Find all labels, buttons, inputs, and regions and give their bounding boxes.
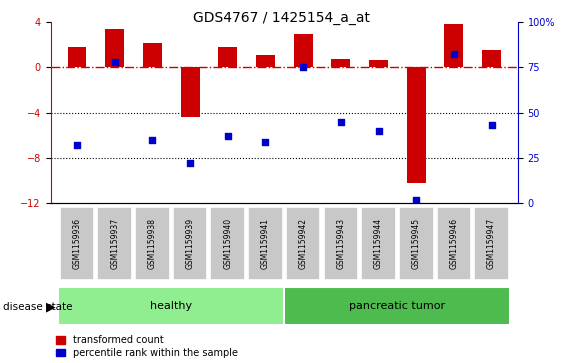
FancyBboxPatch shape [97,207,132,280]
FancyBboxPatch shape [58,287,284,325]
Bar [407,67,426,183]
Text: GSM1159946: GSM1159946 [449,218,458,269]
Point [261,139,270,144]
Point [374,128,383,134]
Point [224,133,233,139]
FancyBboxPatch shape [211,207,245,280]
Bar [218,47,237,67]
Text: GSM1159940: GSM1159940 [224,218,233,269]
FancyBboxPatch shape [436,207,471,280]
Text: healthy: healthy [150,301,193,311]
Bar [369,60,388,67]
Bar [444,24,463,67]
Bar [181,67,199,117]
Text: GSM1159945: GSM1159945 [412,218,421,269]
Point [298,64,307,70]
Point [449,52,458,57]
FancyBboxPatch shape [361,207,396,280]
FancyBboxPatch shape [324,207,358,280]
Text: ▶: ▶ [46,300,56,313]
Text: GSM1159939: GSM1159939 [186,218,195,269]
FancyBboxPatch shape [60,207,95,280]
Text: disease state: disease state [3,302,72,312]
Legend: transformed count, percentile rank within the sample: transformed count, percentile rank withi… [56,335,238,358]
Bar [68,47,87,67]
FancyBboxPatch shape [284,287,511,325]
Point [412,197,421,203]
Text: GSM1159941: GSM1159941 [261,218,270,269]
FancyBboxPatch shape [173,207,207,280]
Point [110,59,119,65]
Text: GSM1159936: GSM1159936 [73,218,82,269]
Text: GSM1159943: GSM1159943 [336,218,345,269]
Bar [256,55,275,67]
Text: pancreatic tumor: pancreatic tumor [349,301,445,311]
FancyBboxPatch shape [135,207,170,280]
FancyBboxPatch shape [474,207,509,280]
FancyBboxPatch shape [399,207,434,280]
Point [336,119,345,125]
Text: GSM1159942: GSM1159942 [298,218,307,269]
Bar [482,50,501,67]
Text: GDS4767 / 1425154_a_at: GDS4767 / 1425154_a_at [193,11,370,25]
FancyBboxPatch shape [248,207,283,280]
Point [73,142,82,148]
Text: GSM1159944: GSM1159944 [374,218,383,269]
FancyBboxPatch shape [286,207,320,280]
Point [148,137,157,143]
Text: GSM1159937: GSM1159937 [110,218,119,269]
Bar [332,59,350,67]
Point [487,122,496,128]
Point [186,160,195,166]
Bar [143,43,162,67]
Bar [105,29,124,67]
Text: GSM1159938: GSM1159938 [148,218,157,269]
Bar [294,34,312,67]
Text: GSM1159947: GSM1159947 [487,218,496,269]
